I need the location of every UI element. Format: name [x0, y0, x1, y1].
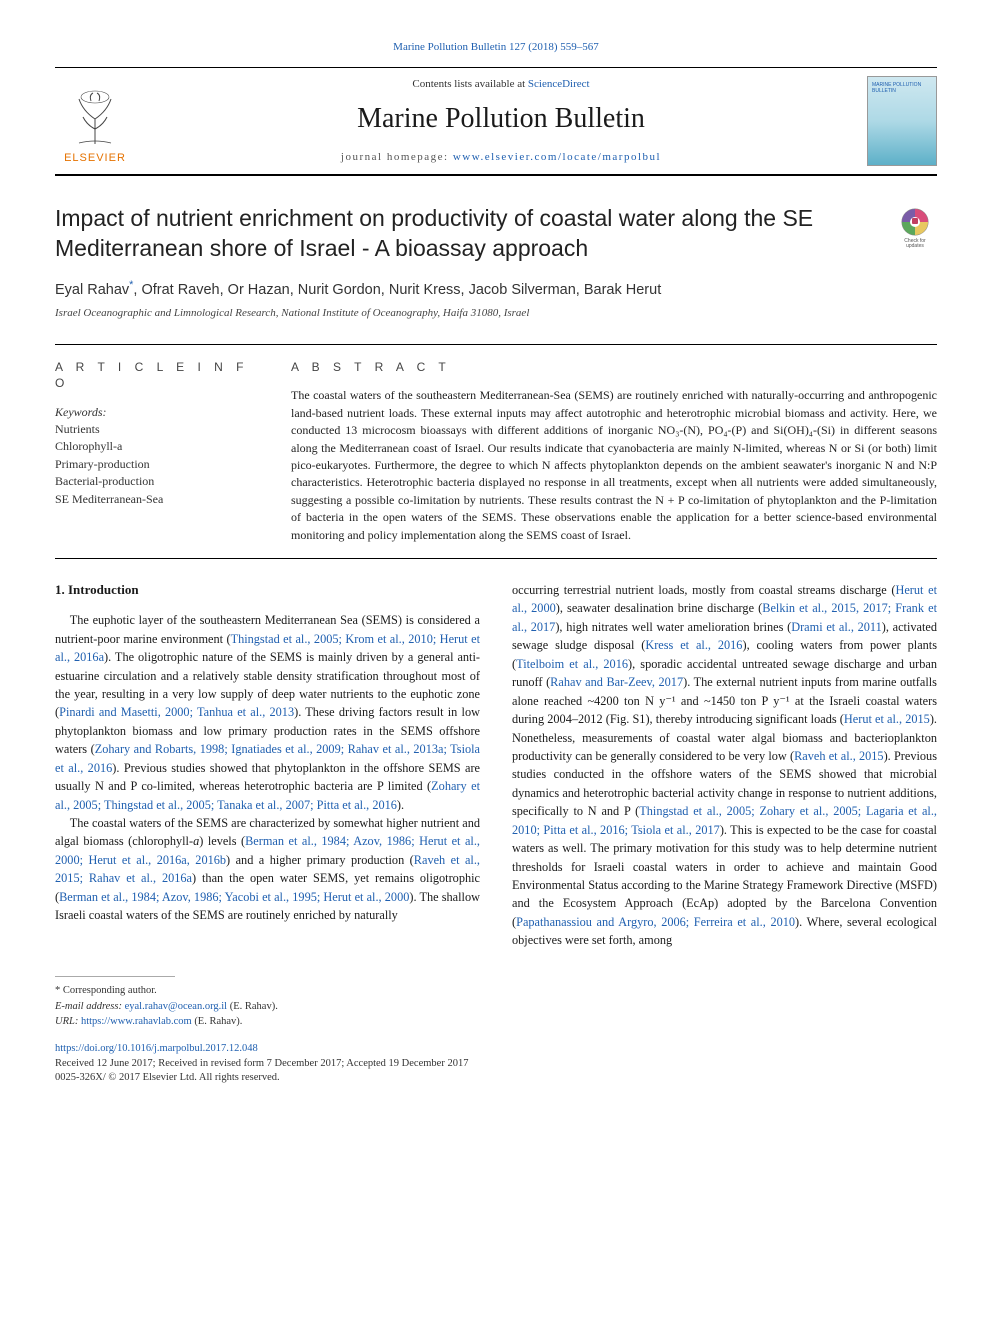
article-title: Impact of nutrient enrichment on product…	[55, 204, 885, 264]
rule	[55, 344, 937, 345]
svg-text:updates: updates	[906, 243, 924, 248]
issue-citation: Marine Pollution Bulletin 127 (2018) 559…	[55, 40, 937, 55]
keywords-label: Keywords:	[55, 404, 255, 421]
body-paragraph: The euphotic layer of the southeastern M…	[55, 611, 480, 814]
abstract-text: The coastal waters of the southeastern M…	[291, 387, 937, 544]
corresponding-author-note: * Corresponding author.	[55, 983, 937, 999]
contents-list-line: Contents lists available at ScienceDirec…	[135, 77, 867, 92]
author-email-link[interactable]: eyal.rahav@ocean.org.il	[125, 1001, 227, 1012]
elsevier-tree-icon	[65, 89, 125, 149]
abstract-header: A B S T R A C T	[291, 359, 937, 376]
journal-header: ELSEVIER Contents lists available at Sci…	[55, 67, 937, 176]
url-line: URL: https://www.rahavlab.com (E. Rahav)…	[55, 1014, 937, 1030]
section-heading: 1. Introduction	[55, 581, 480, 599]
check-for-updates-icon[interactable]: Check for updates	[893, 204, 937, 248]
journal-title: Marine Pollution Bulletin	[135, 99, 867, 138]
author-url-link[interactable]: https://www.rahavlab.com	[81, 1016, 192, 1027]
doi-line: https://doi.org/10.1016/j.marpolbul.2017…	[55, 1042, 937, 1057]
article-info-header: A R T I C L E I N F O	[55, 359, 255, 393]
journal-cover-thumb: MARINE POLLUTION BULLETIN	[867, 76, 937, 166]
keyword-item: Chlorophyll-a	[55, 438, 255, 455]
email-line: E-mail address: eyal.rahav@ocean.org.il …	[55, 999, 937, 1015]
keywords-list: NutrientsChlorophyll-aPrimary-production…	[55, 421, 255, 508]
sciencedirect-link[interactable]: ScienceDirect	[528, 78, 590, 90]
footnote-rule	[55, 976, 175, 977]
body-paragraph: The coastal waters of the SEMS are chara…	[55, 814, 480, 925]
keyword-item: Nutrients	[55, 421, 255, 438]
elsevier-wordmark: ELSEVIER	[64, 151, 126, 166]
keyword-item: Bacterial-production	[55, 473, 255, 490]
rule	[55, 558, 937, 559]
article-history: Received 12 June 2017; Received in revis…	[55, 1057, 937, 1072]
keyword-item: Primary-production	[55, 456, 255, 473]
journal-homepage-line: journal homepage: www.elsevier.com/locat…	[135, 150, 867, 165]
journal-homepage-link[interactable]: www.elsevier.com/locate/marpolbul	[453, 151, 661, 163]
affiliation: Israel Oceanographic and Limnological Re…	[55, 306, 937, 321]
copyright-line: 0025-326X/ © 2017 Elsevier Ltd. All righ…	[55, 1071, 937, 1086]
issue-citation-link[interactable]: Marine Pollution Bulletin 127 (2018) 559…	[393, 41, 599, 53]
keyword-item: SE Mediterranean-Sea	[55, 491, 255, 508]
publisher-logo: ELSEVIER	[55, 76, 135, 166]
doi-link[interactable]: https://doi.org/10.1016/j.marpolbul.2017…	[55, 1043, 258, 1054]
author-list: Eyal Rahav*, Ofrat Raveh, Or Hazan, Nuri…	[55, 278, 937, 300]
body-paragraph: occurring terrestrial nutrient loads, mo…	[512, 581, 937, 950]
